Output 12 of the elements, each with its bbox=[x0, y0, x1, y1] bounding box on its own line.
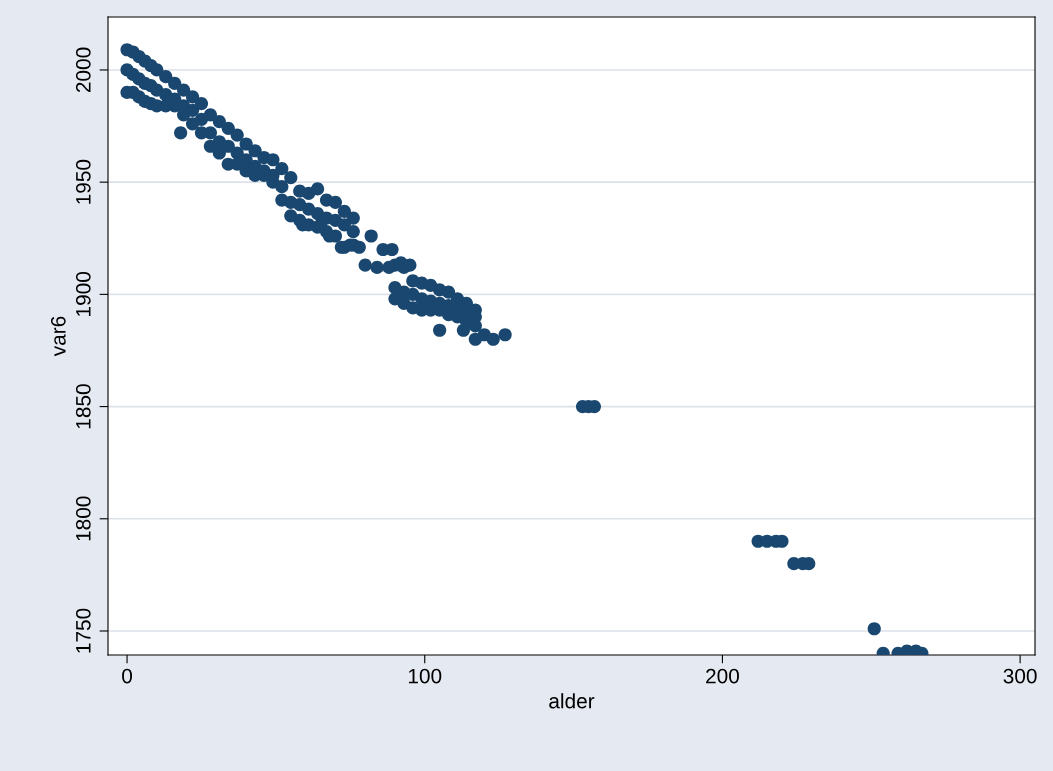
x-tick-label: 0 bbox=[122, 668, 133, 684]
x-tick-label: 300 bbox=[1003, 668, 1037, 684]
y-tick-label: 1900 bbox=[75, 272, 91, 316]
x-axis-title: alder bbox=[549, 693, 595, 709]
y-axis-title: var6 bbox=[50, 316, 66, 357]
x-tick-label: 100 bbox=[408, 668, 442, 684]
y-tick-label: 1850 bbox=[75, 384, 91, 429]
y-tick-label: 2000 bbox=[75, 47, 91, 93]
y-tick-label: 1950 bbox=[75, 159, 91, 204]
y-tick-label: 1800 bbox=[75, 496, 91, 541]
x-tick-label: 200 bbox=[706, 668, 739, 684]
y-tick-label: 1750 bbox=[75, 608, 91, 653]
